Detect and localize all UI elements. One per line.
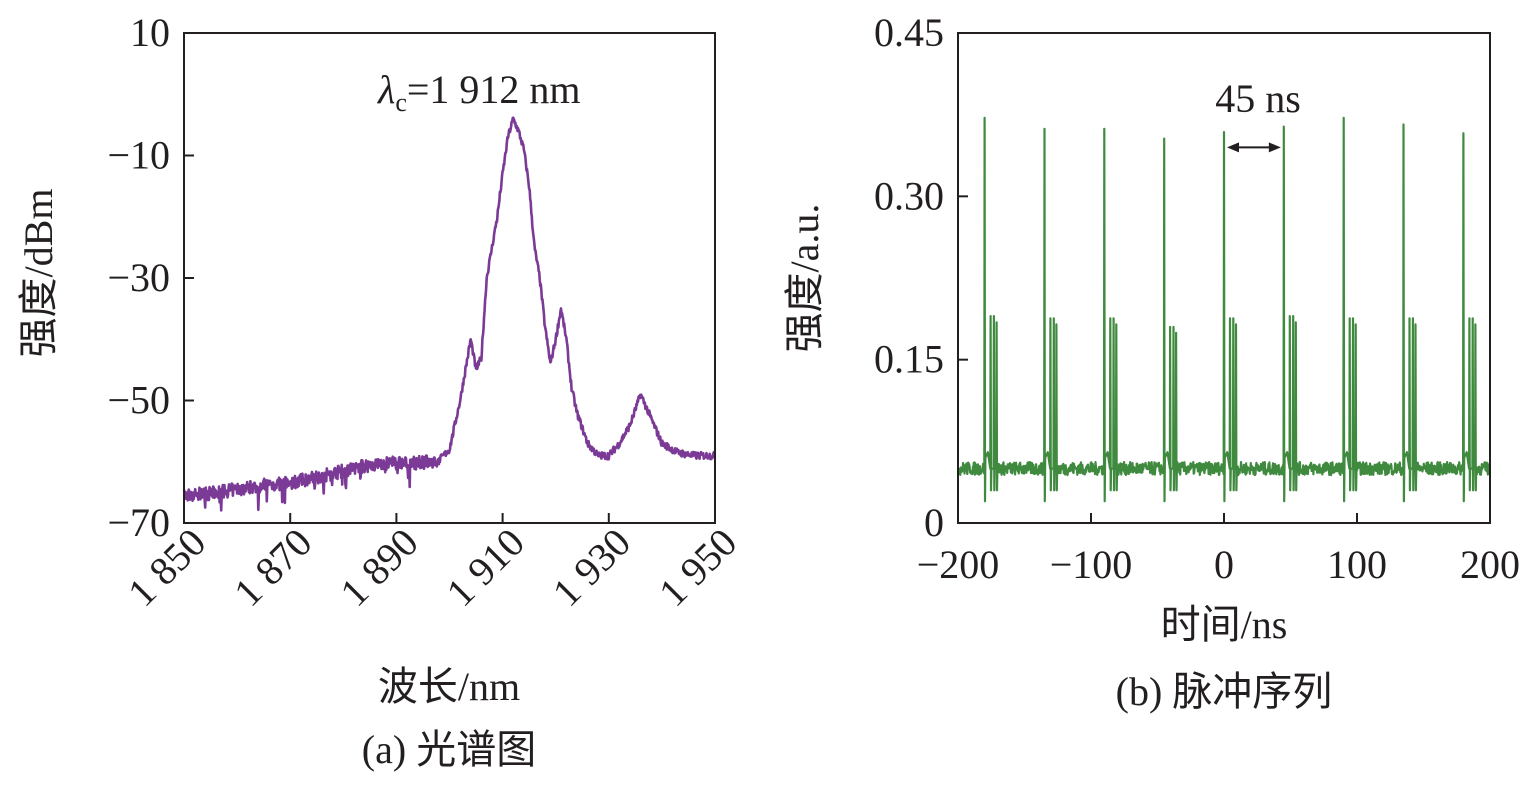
- spectrum-x-ticks: 1 850 1 870 1 890 1 910 1 930 1 950: [119, 513, 745, 615]
- pulse-x-tick-label: 100: [1327, 542, 1387, 587]
- pulse-x-ticks: −200 −100 0 100 200: [917, 513, 1520, 587]
- period-arrow: [1227, 142, 1281, 153]
- pulse-y-tick-label: 0.30: [874, 173, 944, 218]
- lambda-subscript: c: [395, 88, 407, 117]
- spectrum-x-tick-label: 1 890: [331, 520, 426, 615]
- spectrum-x-tick-label: 1 910: [438, 520, 533, 615]
- spectrum-x-tick-label: 1 950: [650, 520, 745, 615]
- spectrum-x-tick-label: 1 930: [544, 520, 639, 615]
- pulse-y-tick-label: 0.45: [874, 10, 944, 55]
- spectrum-y-tick-label: 10: [130, 10, 170, 55]
- pulse-x-tick-label: 0: [1214, 542, 1234, 587]
- spectrum-caption: (a) 光谱图: [362, 727, 536, 772]
- period-arrow-head-left: [1227, 142, 1239, 153]
- pulse-y-axis-label: 强度/a.u.: [782, 204, 827, 353]
- pulse-x-tick-label: −100: [1050, 542, 1133, 587]
- pulse-y-tick-label: 0.15: [874, 337, 944, 382]
- pulse-y-ticks: 0 0.15 0.30 0.45: [874, 10, 968, 545]
- spectrum-y-tick-label: −50: [107, 378, 170, 423]
- spectrum-line: [182, 116, 717, 512]
- spectrum-chart: 10 −10 −30 −50 −70 1 850 1 870 1 890 1 910 1 930…: [16, 10, 745, 772]
- pulse-x-tick-label: 200: [1460, 542, 1520, 587]
- spectrum-annotation: λc=1 912 nm: [377, 67, 581, 117]
- pulse-caption: (b) 脉冲序列: [1116, 669, 1333, 714]
- spectrum-y-tick-label: −30: [107, 255, 170, 300]
- pulse-x-tick-label: −200: [917, 542, 1000, 587]
- period-arrow-head-right: [1268, 142, 1281, 153]
- pulse-x-axis-label: 时间/ns: [1161, 602, 1288, 647]
- lambda-value: =1 912 nm: [407, 67, 581, 112]
- pulse-y-tick-label: 0: [924, 500, 944, 545]
- spectrum-x-axis-label: 波长/nm: [378, 664, 520, 709]
- spectrum-y-tick-label: −70: [107, 500, 170, 545]
- spectrum-x-tick-label: 1 870: [225, 520, 320, 615]
- pulse-train-line: [956, 116, 1491, 503]
- spectrum-y-ticks: 10 −10 −30 −50 −70: [107, 10, 194, 545]
- period-label: 45 ns: [1215, 76, 1301, 121]
- spectrum-y-axis-label: 强度/dBm: [16, 189, 61, 358]
- spectrum-y-tick-label: −10: [107, 133, 170, 178]
- lambda-symbol: λ: [377, 67, 395, 112]
- pulse-train-chart: 0 0.15 0.30 0.45 −200 −100 0 100 200 45 ns 强度/a…: [782, 10, 1520, 714]
